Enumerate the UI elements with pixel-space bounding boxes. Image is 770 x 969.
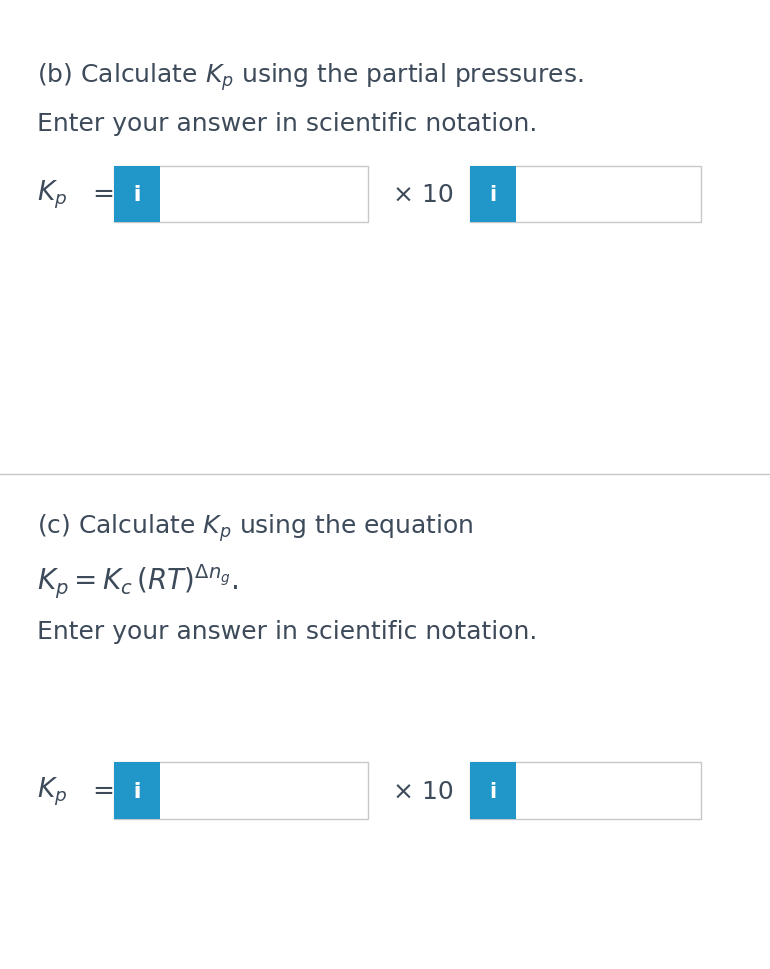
Text: i: i	[489, 781, 497, 800]
Text: × 10: × 10	[393, 183, 454, 206]
FancyBboxPatch shape	[470, 763, 701, 819]
Text: i: i	[489, 185, 497, 204]
Text: i: i	[133, 185, 141, 204]
Text: $K_p$: $K_p$	[37, 178, 67, 211]
Text: Enter your answer in scientific notation.: Enter your answer in scientific notation…	[37, 620, 537, 643]
Text: i: i	[133, 781, 141, 800]
Text: =: =	[92, 182, 115, 207]
Text: × 10: × 10	[393, 779, 454, 802]
Text: =: =	[92, 778, 115, 803]
Text: $K_p$: $K_p$	[37, 774, 67, 807]
FancyBboxPatch shape	[470, 167, 701, 223]
FancyBboxPatch shape	[114, 763, 368, 819]
Text: $K_p = K_c\,(RT)^{\Delta n_g}.$: $K_p = K_c\,(RT)^{\Delta n_g}.$	[37, 562, 238, 601]
Text: (c) Calculate $K_p$ using the equation: (c) Calculate $K_p$ using the equation	[37, 513, 474, 544]
FancyBboxPatch shape	[470, 167, 516, 223]
FancyBboxPatch shape	[114, 167, 368, 223]
Text: (b) Calculate $K_p$ using the partial pressures.: (b) Calculate $K_p$ using the partial pr…	[37, 62, 584, 93]
Text: i: i	[133, 781, 141, 800]
FancyBboxPatch shape	[470, 763, 516, 819]
FancyBboxPatch shape	[114, 763, 160, 819]
FancyBboxPatch shape	[114, 167, 160, 223]
FancyBboxPatch shape	[114, 167, 160, 223]
Text: Enter your answer in scientific notation.: Enter your answer in scientific notation…	[37, 112, 537, 136]
Text: i: i	[133, 185, 141, 204]
FancyBboxPatch shape	[114, 763, 160, 819]
